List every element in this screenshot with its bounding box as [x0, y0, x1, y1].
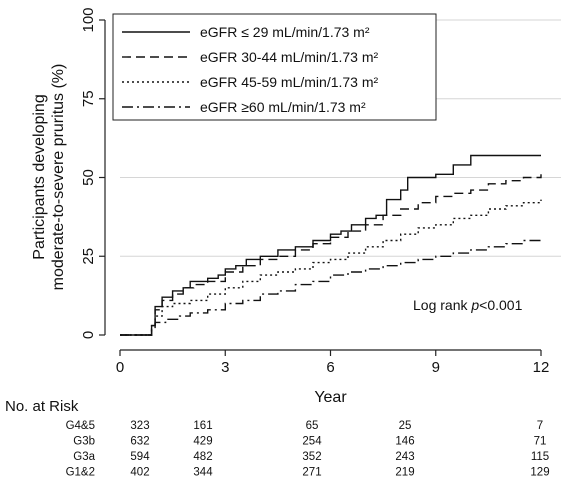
- y-axis-title: Participants developing: [31, 94, 48, 259]
- risk-value: 482: [193, 451, 212, 463]
- x-tick-label: 0: [116, 359, 124, 376]
- x-tick-label: 12: [533, 359, 550, 376]
- y-tick-label: 0: [80, 331, 97, 339]
- risk-value: 271: [302, 467, 321, 479]
- risk-row-label: G4&5: [66, 420, 95, 432]
- risk-value: 161: [193, 420, 212, 432]
- series-line-1: [120, 154, 541, 336]
- y-tick-label: 75: [80, 90, 97, 107]
- legend-label-3: eGFR 45-59 mL/min/1.73 m²: [200, 74, 379, 90]
- risk-value: 129: [530, 467, 549, 479]
- risk-value: 115: [531, 451, 549, 463]
- risk-value: 344: [193, 467, 213, 479]
- x-axis-title: Year: [314, 389, 347, 406]
- y-tick-label: 25: [80, 248, 97, 265]
- x-tick-label: 6: [326, 359, 334, 376]
- risk-value: 65: [306, 420, 319, 432]
- risk-value: 352: [302, 451, 321, 463]
- x-tick-label: 3: [221, 359, 229, 376]
- risk-row-label: G3b: [73, 436, 95, 448]
- risk-value: 594: [130, 451, 150, 463]
- risk-value: 243: [395, 451, 414, 463]
- series-line-2: [120, 174, 542, 336]
- y-axis-title: moderate-to-severe pruritus (%): [50, 64, 67, 291]
- x-tick-label: 9: [432, 359, 440, 376]
- risk-value: 402: [130, 467, 149, 479]
- risk-table-title: No. at Risk: [5, 398, 79, 415]
- y-tick-label: 100: [80, 7, 97, 32]
- risk-value: 7: [537, 420, 543, 432]
- risk-value: 323: [130, 420, 149, 432]
- risk-value: 429: [193, 436, 212, 448]
- y-tick-label: 50: [80, 169, 97, 186]
- risk-value: 219: [395, 467, 414, 479]
- risk-value: 71: [534, 436, 547, 448]
- risk-row-label: G1&2: [66, 467, 95, 479]
- risk-value: 25: [399, 420, 412, 432]
- log-rank-annotation: Log rank p<0.001: [413, 297, 523, 313]
- risk-row-label: G3a: [73, 451, 95, 463]
- series-line-3: [120, 199, 542, 336]
- legend-label-4: eGFR ≥60 mL/min/1.73 m²: [200, 99, 366, 115]
- risk-value: 632: [130, 436, 149, 448]
- series-line-4: [120, 237, 542, 336]
- risk-value: 254: [302, 436, 322, 448]
- risk-value: 146: [395, 436, 414, 448]
- legend-label-2: eGFR 30-44 mL/min/1.73 m²: [200, 49, 379, 65]
- legend-label-1: eGFR ≤ 29 mL/min/1.73 m²: [200, 24, 370, 40]
